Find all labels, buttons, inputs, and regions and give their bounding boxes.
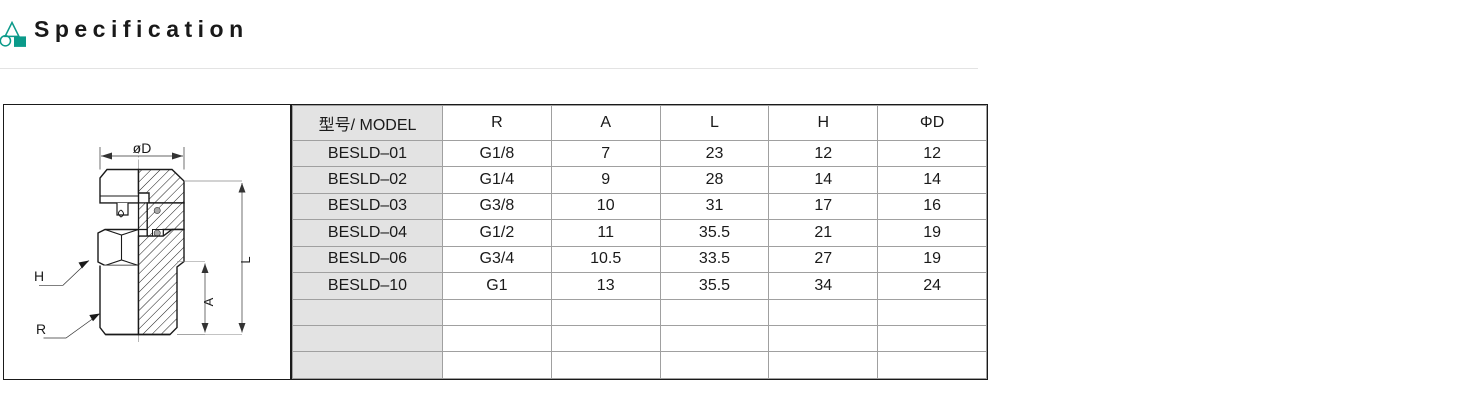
svg-text:R: R (36, 321, 46, 337)
svg-text:H: H (34, 268, 44, 284)
svg-text:øD: øD (133, 140, 152, 156)
svg-text:A: A (201, 297, 216, 306)
svg-text:L: L (238, 256, 253, 263)
